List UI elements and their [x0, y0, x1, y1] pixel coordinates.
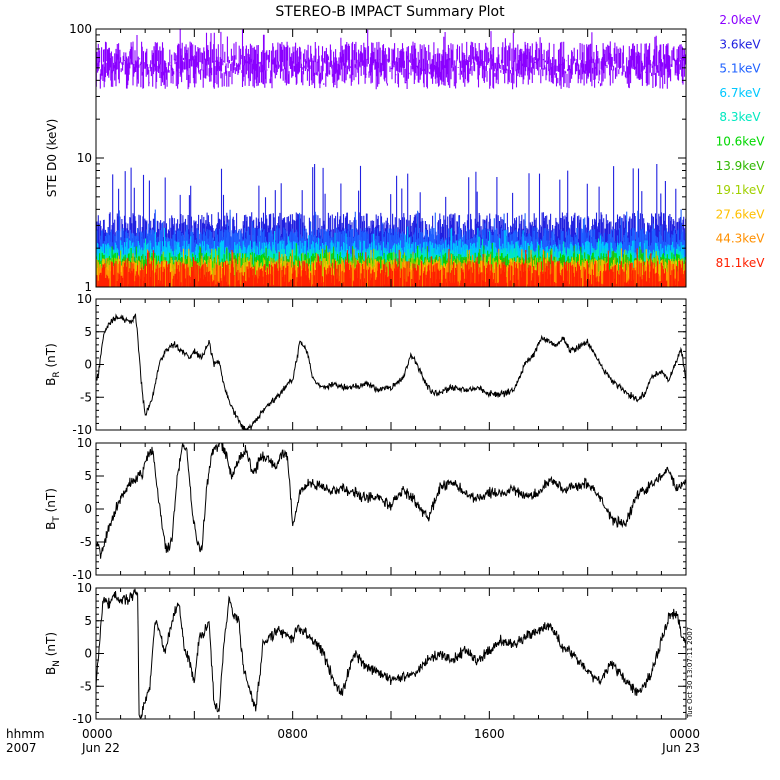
x-tick-time-label: 0000: [669, 727, 700, 741]
legend-entry: 8.3keV: [719, 110, 761, 124]
legend-entry: 13.9keV: [716, 159, 766, 173]
legend-entry: 19.1keV: [716, 183, 766, 197]
y-tick-label: -10: [72, 423, 92, 437]
x-tick-time-label: 0000: [82, 727, 113, 741]
field-trace-R: [96, 313, 686, 430]
x-tick-time-label: 0800: [277, 727, 308, 741]
field-symbol: B: [44, 378, 58, 386]
panel-frame: [95, 587, 687, 720]
energy-legend: 2.0keV 3.6keV 5.1keV 6.7keV 8.3keV 10.6keV 13.…: [716, 13, 766, 270]
b-tangential-panel: 10 5 0 -5 -10 BT (nT): [44, 436, 687, 582]
y-tick-label: 10: [77, 292, 92, 306]
field-unit: (nT): [44, 343, 58, 371]
legend-entry: 27.6keV: [716, 207, 766, 221]
field-subscript: R: [52, 371, 62, 377]
y-tick-label: -10: [72, 568, 92, 582]
y-tick-label: 10: [77, 151, 92, 165]
generation-timestamp: Tue Oct 30 13:07:11 2007: [686, 627, 694, 719]
legend-entry: 3.6keV: [719, 37, 761, 51]
y-tick-label: 0: [84, 502, 92, 516]
field-y-axis-label: BN (nT): [44, 632, 62, 675]
y-tick-label: 100: [69, 22, 92, 36]
field-subscript: T: [52, 516, 62, 523]
x-axis-row2-label: 2007: [6, 741, 37, 755]
y-tick-label: 5: [84, 614, 92, 628]
plot-title: STEREO-B IMPACT Summary Plot: [275, 4, 505, 20]
y-tick-label: 10: [77, 436, 92, 450]
flux-y-axis-label: STE D0 (keV): [45, 119, 59, 198]
y-tick-label: -5: [80, 535, 92, 549]
panel-frame: [95, 298, 687, 431]
field-symbol: B: [44, 667, 58, 675]
y-tick-label: 1: [84, 280, 92, 294]
flux-series-81.1keV: [96, 248, 686, 287]
b-normal-panel: 10 5 0 -5 -10 BN (nT): [44, 581, 687, 726]
legend-entry: 44.3keV: [716, 232, 766, 246]
legend-entry: 2.0keV: [719, 13, 761, 27]
field-subscript: N: [52, 660, 62, 667]
field-unit: (nT): [44, 488, 58, 516]
legend-entry: 6.7keV: [719, 86, 761, 100]
legend-entry: 5.1keV: [719, 62, 761, 76]
x-axis-row1-label: hhmm: [6, 727, 45, 741]
field-trace-T: [96, 443, 686, 559]
x-tick-date-label: Jun 22: [81, 741, 120, 755]
field-y-axis-label: BR (nT): [44, 343, 62, 386]
legend-entry: 81.1keV: [716, 256, 766, 270]
field-unit: (nT): [44, 632, 58, 660]
y-tick-label: 0: [84, 647, 92, 661]
y-tick-label: -5: [80, 390, 92, 404]
field-symbol: B: [44, 522, 58, 530]
flux-series-2.0keV: [96, 29, 686, 90]
field-y-axis-label: BT (nT): [44, 488, 62, 530]
y-tick-label: 5: [84, 325, 92, 339]
y-tick-label: 5: [84, 469, 92, 483]
electron-flux-panel: 1 10 100 STE D0 (keV): [45, 22, 687, 294]
y-tick-label: 10: [77, 581, 92, 595]
x-tick-time-label: 1600: [474, 727, 505, 741]
b-radial-panel: 10 5 0 -5 -10 BR (nT): [44, 292, 687, 437]
y-tick-label: 0: [84, 358, 92, 372]
legend-entry: 10.6keV: [716, 135, 766, 149]
field-trace-N: [96, 588, 686, 719]
y-tick-label: -5: [80, 679, 92, 693]
y-tick-label: -10: [72, 712, 92, 726]
x-tick-date-label: Jun 23: [661, 741, 700, 755]
